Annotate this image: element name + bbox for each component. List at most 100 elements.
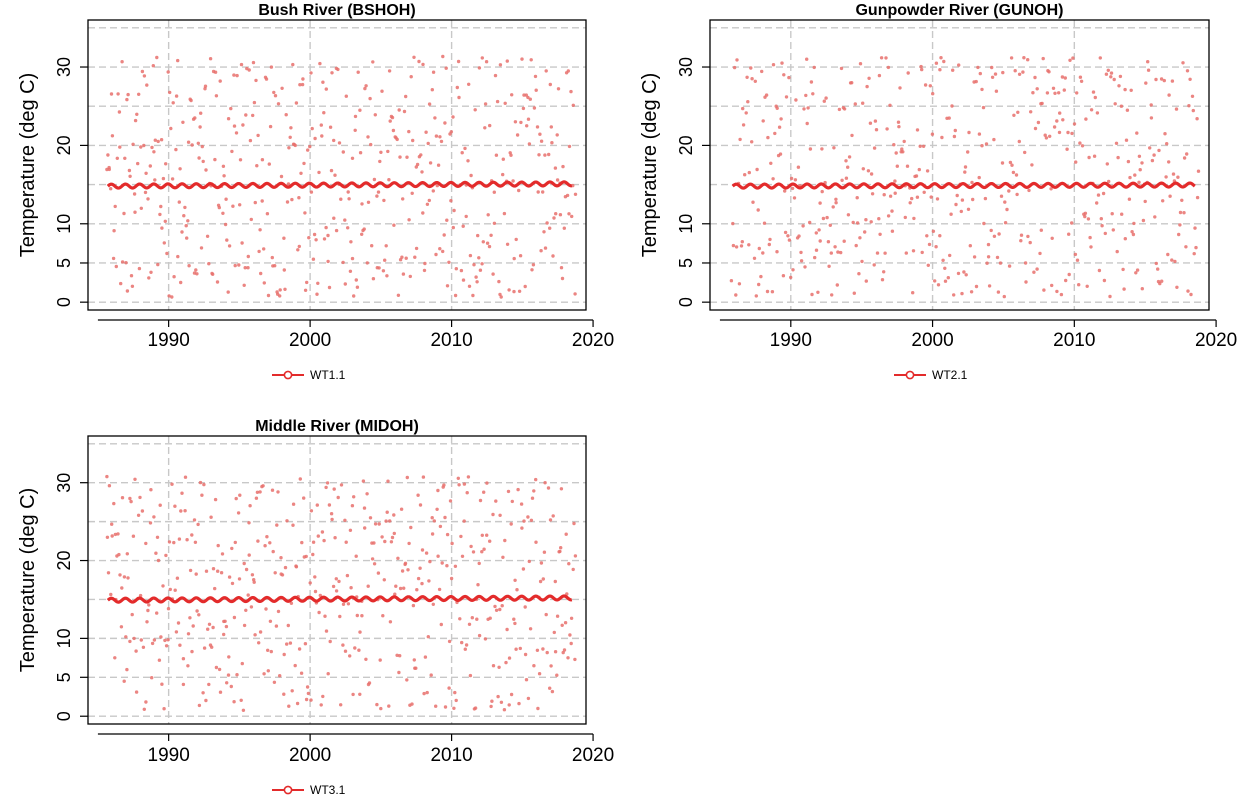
data-point — [363, 86, 367, 91]
series-line-WT1.1 — [106, 180, 574, 190]
data-point — [1102, 278, 1107, 283]
data-point — [258, 490, 262, 494]
data-point — [539, 139, 544, 143]
data-point — [174, 630, 179, 634]
data-point — [1140, 287, 1145, 291]
data-point — [779, 117, 783, 121]
x-tick-label: 2020 — [572, 330, 614, 351]
data-point — [1015, 192, 1019, 197]
data-point — [467, 82, 471, 87]
data-point — [834, 197, 838, 201]
data-point — [1154, 77, 1158, 82]
data-point — [177, 200, 181, 204]
x-tick-label: 2000 — [911, 330, 953, 351]
data-point — [453, 690, 457, 695]
data-point — [569, 641, 573, 646]
data-point — [421, 475, 426, 479]
data-point — [147, 276, 151, 280]
data-point — [952, 134, 957, 139]
data-point — [125, 289, 130, 293]
data-point — [330, 71, 334, 75]
data-point — [427, 102, 432, 106]
y-tick-label: 0 — [54, 297, 74, 307]
data-point — [498, 513, 502, 517]
data-point — [149, 488, 153, 492]
data-point — [1167, 160, 1171, 164]
data-point — [529, 58, 533, 62]
data-point — [267, 162, 271, 166]
data-point — [396, 556, 400, 560]
data-point — [493, 604, 497, 609]
data-point — [372, 177, 377, 182]
data-point — [1062, 88, 1067, 92]
data-point — [436, 554, 440, 558]
data-point — [204, 569, 209, 573]
data-point — [260, 158, 265, 162]
data-point — [193, 116, 197, 120]
data-point — [238, 493, 242, 497]
data-point — [331, 584, 336, 589]
data-point — [942, 59, 946, 64]
data-point — [205, 234, 210, 238]
data-point — [884, 56, 888, 60]
data-point — [144, 171, 148, 175]
data-point — [1193, 226, 1197, 230]
x-tick-label: 1990 — [148, 745, 190, 766]
chart-panel-3: Middle River (MIDOH) 0 5 10 20 30 Temperature … — [17, 418, 614, 797]
data-point — [747, 243, 751, 247]
data-point — [301, 77, 305, 81]
data-point — [217, 667, 222, 672]
data-point — [353, 114, 358, 119]
data-point — [148, 521, 153, 525]
data-point — [166, 70, 170, 74]
data-point — [559, 266, 564, 270]
data-point — [480, 550, 484, 554]
data-point — [938, 234, 942, 238]
data-point — [1190, 94, 1195, 99]
data-point — [1119, 104, 1124, 108]
data-point — [453, 293, 458, 298]
data-point — [459, 534, 463, 539]
data-point — [320, 134, 324, 138]
data-point — [158, 212, 162, 217]
data-point — [1106, 68, 1111, 73]
data-point — [1108, 294, 1112, 299]
data-point — [559, 546, 563, 550]
data-point — [413, 255, 417, 259]
data-point — [459, 268, 464, 273]
data-point — [770, 290, 775, 294]
data-point — [244, 567, 249, 572]
x-tick-label: 2020 — [1195, 330, 1237, 351]
data-point — [422, 691, 426, 696]
data-point — [274, 624, 279, 628]
data-point — [543, 246, 548, 250]
data-point — [1154, 261, 1159, 266]
data-point — [232, 124, 237, 128]
data-point — [234, 496, 238, 501]
data-point — [544, 69, 548, 73]
data-point — [959, 209, 963, 214]
data-point — [846, 165, 850, 169]
data-point — [820, 147, 824, 151]
data-point — [530, 496, 535, 500]
data-point — [282, 236, 286, 240]
data-point — [752, 256, 757, 260]
data-point — [548, 686, 552, 690]
data-point — [847, 155, 852, 159]
data-point — [157, 658, 162, 662]
data-point — [782, 73, 786, 77]
data-point — [464, 643, 469, 647]
data-point — [526, 696, 531, 701]
data-point — [379, 706, 383, 711]
data-point — [538, 579, 543, 584]
data-point — [247, 521, 251, 525]
data-point — [358, 108, 362, 112]
data-point — [262, 281, 266, 285]
data-point — [311, 540, 316, 544]
data-point — [832, 146, 836, 150]
data-point — [1112, 77, 1116, 82]
data-point — [441, 249, 445, 254]
data-point — [438, 135, 442, 139]
data-point — [337, 141, 342, 145]
data-point — [282, 692, 286, 696]
